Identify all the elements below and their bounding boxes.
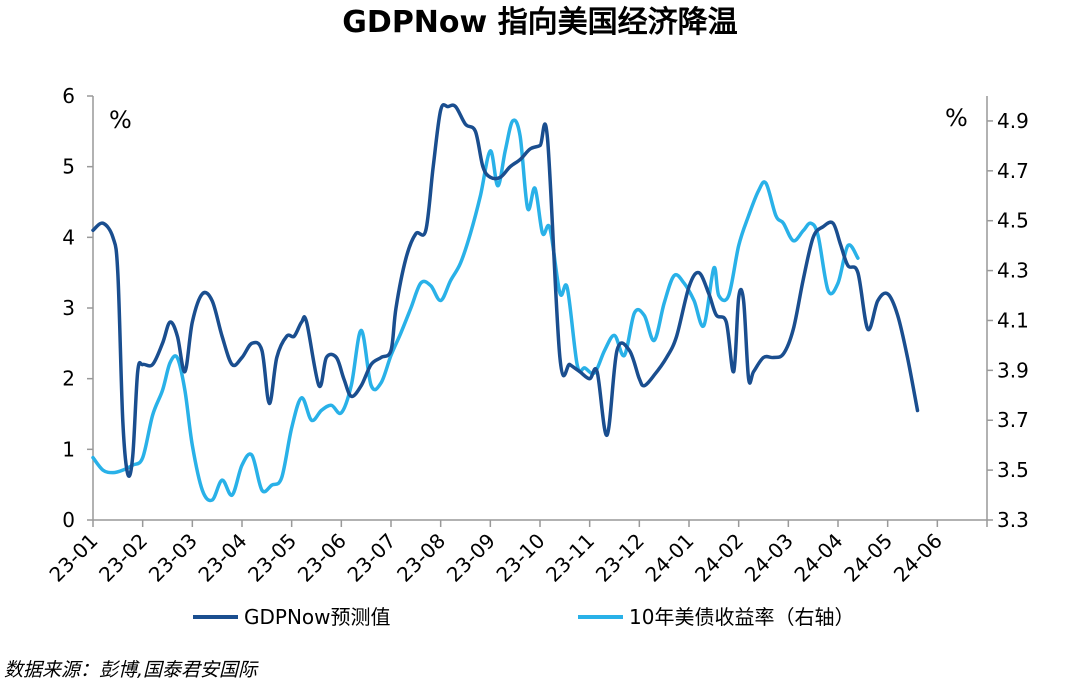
- legend-label-treasury-yield: 10年美债收益率（右轴）: [629, 605, 854, 629]
- x-tick-label: 23-11: [541, 529, 599, 587]
- right-tick-label: 3.9: [997, 358, 1029, 382]
- x-tick-label: 23-04: [193, 529, 251, 587]
- x-tick-label: 23-05: [243, 529, 301, 587]
- right-tick-label: 3.3: [997, 508, 1029, 532]
- x-tick-label: 23-10: [491, 529, 549, 587]
- left-tick-label: 2: [62, 367, 75, 391]
- x-axis: 23-0123-0223-0323-0423-0523-0623-0723-08…: [44, 520, 988, 587]
- x-tick-label: 24-05: [839, 529, 897, 587]
- x-tick-label: 23-08: [392, 529, 450, 587]
- right-y-axis: 3.3 3.5 3.7 3.9 4.1 4.3 4.5 4.7 4.9: [987, 109, 1029, 532]
- x-tick-label: 23-09: [442, 529, 500, 587]
- legend-label-gdpnow: GDPNow预测值: [244, 605, 391, 629]
- x-tick-label: 23-03: [144, 529, 202, 587]
- left-tick-label: 4: [62, 225, 75, 249]
- x-tick-label: 23-06: [293, 529, 351, 587]
- right-tick-label: 3.5: [997, 458, 1029, 482]
- right-axis-unit-label: %: [945, 104, 968, 132]
- left-tick-label: 5: [62, 155, 75, 179]
- left-tick-label: 3: [62, 296, 75, 320]
- chart-title: GDPNow 指向美国经济降温: [342, 5, 737, 40]
- right-tick-label: 4.7: [997, 159, 1029, 183]
- x-tick-label: 24-06: [889, 529, 947, 587]
- x-tick-label: 23-01: [44, 529, 102, 587]
- axes: [92, 96, 988, 521]
- left-tick-label: 1: [62, 437, 75, 461]
- left-axis-unit-label: %: [109, 106, 132, 134]
- x-tick-label: 24-04: [789, 529, 847, 587]
- x-tick-label: 23-02: [94, 529, 152, 587]
- x-tick-label: 24-02: [690, 529, 748, 587]
- right-tick-label: 3.7: [997, 408, 1029, 432]
- source-note: 数据来源：彭博,国泰君安国际: [4, 659, 259, 681]
- right-tick-label: 4.3: [997, 259, 1029, 283]
- series-line-gdpnow: [91, 103, 920, 478]
- right-tick-label: 4.1: [997, 308, 1029, 332]
- x-tick-label: 24-01: [640, 529, 698, 587]
- left-y-axis: 0 1 2 3 4 5 6: [62, 84, 93, 532]
- left-tick-label: 6: [62, 84, 75, 108]
- plot-area: [91, 103, 920, 503]
- x-tick-label: 23-12: [591, 529, 649, 587]
- right-tick-label: 4.5: [997, 209, 1029, 233]
- left-tick-label: 0: [62, 508, 75, 532]
- x-tick-label: 24-03: [740, 529, 798, 587]
- x-tick-label: 23-07: [342, 529, 400, 587]
- legend: GDPNow预测值 10年美债收益率（右轴）: [193, 605, 854, 629]
- right-tick-label: 4.9: [997, 109, 1029, 133]
- series-line-treasury-yield: [91, 118, 860, 503]
